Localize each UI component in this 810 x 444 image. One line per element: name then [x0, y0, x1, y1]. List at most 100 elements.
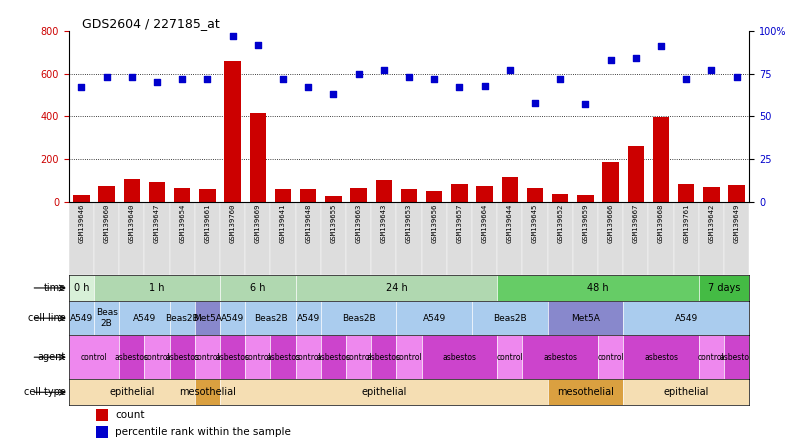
- Bar: [476, 186, 492, 202]
- Bar: [552, 194, 569, 202]
- Text: A549: A549: [675, 313, 698, 323]
- Bar: [623, 202, 649, 275]
- Point: [226, 33, 239, 40]
- Bar: [623, 301, 749, 335]
- Bar: [73, 195, 90, 202]
- Text: GSM139656: GSM139656: [431, 204, 437, 243]
- Bar: [401, 189, 417, 202]
- Bar: [195, 202, 220, 275]
- Bar: [321, 301, 396, 335]
- Text: GSM139668: GSM139668: [658, 204, 664, 243]
- Text: GSM139641: GSM139641: [280, 204, 286, 243]
- Text: Beas2B: Beas2B: [342, 313, 376, 323]
- Bar: [472, 301, 548, 335]
- Bar: [245, 202, 271, 275]
- Bar: [321, 202, 346, 275]
- Bar: [96, 409, 109, 421]
- Bar: [99, 186, 115, 202]
- Point: [478, 82, 491, 89]
- Bar: [548, 379, 623, 405]
- Bar: [296, 275, 497, 301]
- Bar: [724, 335, 749, 379]
- Bar: [728, 185, 745, 202]
- Bar: [169, 335, 195, 379]
- Text: asbestos: asbestos: [644, 353, 678, 362]
- Bar: [371, 202, 396, 275]
- Bar: [426, 191, 442, 202]
- Bar: [69, 379, 195, 405]
- Text: GSM139661: GSM139661: [204, 204, 211, 243]
- Point: [151, 79, 164, 86]
- Bar: [300, 189, 317, 202]
- Bar: [119, 202, 144, 275]
- Bar: [119, 335, 144, 379]
- Text: asbestos: asbestos: [719, 353, 753, 362]
- Bar: [296, 202, 321, 275]
- Text: 6 h: 6 h: [250, 283, 266, 293]
- Text: percentile rank within the sample: percentile rank within the sample: [115, 427, 291, 437]
- Bar: [451, 184, 467, 202]
- Text: GSM139659: GSM139659: [582, 204, 588, 243]
- Bar: [578, 195, 594, 202]
- Text: epithelial: epithelial: [109, 387, 155, 397]
- Bar: [321, 335, 346, 379]
- Text: epithelial: epithelial: [361, 387, 407, 397]
- Text: A549: A549: [296, 313, 320, 323]
- Text: GSM139647: GSM139647: [154, 204, 160, 243]
- Text: Beas2B: Beas2B: [165, 313, 199, 323]
- Bar: [195, 335, 220, 379]
- Bar: [220, 379, 548, 405]
- Text: GSM139649: GSM139649: [734, 204, 740, 243]
- Bar: [149, 182, 165, 202]
- Bar: [169, 202, 195, 275]
- Text: asbestos: asbestos: [115, 353, 149, 362]
- Bar: [678, 183, 694, 202]
- Bar: [674, 202, 699, 275]
- Text: GSM139761: GSM139761: [684, 204, 689, 243]
- Bar: [699, 275, 749, 301]
- Bar: [144, 202, 169, 275]
- Bar: [119, 301, 169, 335]
- Bar: [296, 301, 321, 335]
- Bar: [598, 202, 623, 275]
- Text: asbestos: asbestos: [367, 353, 401, 362]
- Text: 0 h: 0 h: [74, 283, 89, 293]
- Point: [100, 74, 113, 81]
- Text: count: count: [115, 410, 145, 420]
- Point: [428, 75, 441, 83]
- Text: GSM139644: GSM139644: [507, 204, 513, 243]
- Bar: [396, 301, 472, 335]
- Bar: [94, 275, 220, 301]
- Text: control: control: [143, 353, 170, 362]
- Point: [126, 74, 139, 81]
- Text: 7 days: 7 days: [708, 283, 740, 293]
- Point: [327, 91, 340, 98]
- Bar: [275, 189, 292, 202]
- Bar: [351, 188, 367, 202]
- Point: [503, 67, 516, 74]
- Text: asbestos: asbestos: [544, 353, 578, 362]
- Bar: [501, 177, 518, 202]
- Bar: [69, 301, 94, 335]
- Point: [377, 67, 390, 74]
- Text: asbestos: asbestos: [442, 353, 476, 362]
- Point: [604, 56, 617, 63]
- Text: GSM139760: GSM139760: [230, 204, 236, 243]
- Point: [251, 41, 264, 48]
- Bar: [174, 188, 190, 202]
- Text: GSM139667: GSM139667: [633, 204, 639, 243]
- Text: Beas2B: Beas2B: [254, 313, 288, 323]
- Bar: [699, 202, 724, 275]
- Bar: [422, 335, 497, 379]
- Text: control: control: [194, 353, 221, 362]
- Bar: [124, 178, 140, 202]
- Text: GSM139669: GSM139669: [255, 204, 261, 243]
- Text: GSM139646: GSM139646: [79, 204, 84, 243]
- Bar: [649, 202, 674, 275]
- Bar: [94, 202, 119, 275]
- Bar: [548, 301, 623, 335]
- Text: GSM139642: GSM139642: [709, 204, 714, 243]
- Text: A549: A549: [423, 313, 446, 323]
- Bar: [271, 202, 296, 275]
- Text: agent: agent: [37, 352, 66, 362]
